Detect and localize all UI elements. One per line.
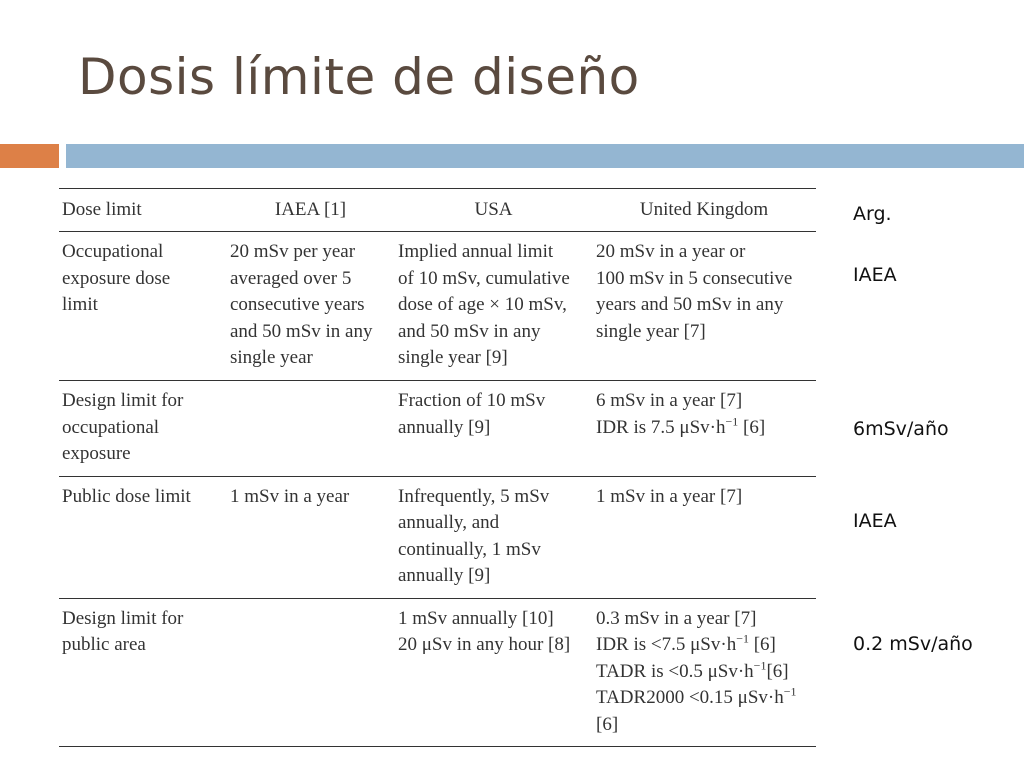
cell-line: annually [9] (398, 416, 491, 438)
cell-uk: 0.3 mSv in a year [7] IDR is <7.5 μSv·h−1… (593, 598, 816, 747)
dose-limit-table: Dose limit IAEA [1] USA United Kingdom O… (59, 188, 816, 747)
cell-line: of 10 mSv, cumulative (398, 267, 570, 289)
cell-line: IDR is <7.5 μSv·h−1 [6] (596, 631, 776, 655)
header-usa: USA (395, 188, 593, 232)
cell-line: Implied annual limit (398, 241, 554, 262)
side-note-iaea-2: IAEA (853, 510, 897, 532)
cell-line: annually [9] (398, 565, 491, 586)
cell-line: single year [7] (596, 320, 706, 342)
cell-line: annually, and (398, 512, 500, 533)
cell-line: public area (62, 634, 146, 655)
superscript-exponent: −1 (725, 414, 739, 429)
cell-iaea: 20 mSv per year averaged over 5 consecutiv… (227, 231, 395, 381)
accent-bar-blue (66, 144, 1024, 168)
table-header-row: Dose limit IAEA [1] USA United Kingdom (59, 188, 816, 232)
side-note-iaea-1: IAEA (853, 264, 897, 286)
cell-line: exposure dose (62, 267, 171, 289)
cell-usa: Implied annual limit of 10 mSv, cumulativ… (395, 231, 593, 381)
cell-line: TADR is <0.5 μSv·h−1[6] (596, 658, 789, 682)
cell-line: single year [9] (398, 347, 508, 368)
cell-line: Design limit for (62, 607, 184, 629)
cell-line: Fraction of 10 mSv (398, 390, 546, 411)
cell-line: 20 μSv in any hour [8] (398, 634, 571, 655)
cell-line: 1 mSv in a year [7] (596, 485, 743, 507)
cell-iaea (227, 380, 395, 477)
cell-iaea (227, 598, 395, 747)
cell-uk: 20 mSv in a year or 100 mSv in 5 consecut… (593, 231, 816, 381)
cell-usa: 1 mSv annually [10] 20 μSv in any hour [8… (395, 598, 593, 747)
cell-line: limit (62, 294, 98, 315)
table-row: Design limit for occupational exposure Frac… (59, 380, 816, 477)
cell-line: IDR is 7.5 μSv·h−1 [6] (596, 414, 766, 438)
superscript-exponent: −1 (736, 631, 749, 646)
cell-line: averaged over 5 (230, 267, 352, 289)
cell-line: 1 mSv in a year (230, 485, 350, 507)
cell-uk: 6 mSv in a year [7] IDR is 7.5 μSv·h−1 [6… (593, 380, 816, 477)
cell-line: 20 mSv in a year or (596, 241, 746, 262)
cell-line: single year (230, 347, 313, 368)
cell-line: years and 50 mSv in any (596, 294, 784, 315)
cell-usa: Infrequently, 5 mSv annually, and continua… (395, 476, 593, 599)
cell-line: Design limit for (62, 390, 184, 411)
cell-uk: 1 mSv in a year [7] (593, 476, 816, 599)
superscript-exponent: −1 (783, 684, 797, 699)
cell-line: TADR2000 <0.15 μSv·h−1 (596, 684, 797, 708)
table-body: Occupational exposure dose limit 20 mSv per… (59, 231, 816, 747)
cell-line: exposure (62, 443, 131, 464)
side-note-public-design: 0.2 mSv/año (853, 633, 973, 655)
cell-line: 6 mSv in a year [7] (596, 390, 743, 411)
slide-title: Dosis límite de diseño (78, 48, 640, 106)
cell-line: 100 mSv in 5 consecutive (596, 267, 793, 289)
accent-bar-orange (0, 144, 59, 168)
table-row: Public dose limit 1 mSv in a year Infreque… (59, 476, 816, 599)
cell-line: 20 mSv per year (230, 241, 356, 262)
cell-line: and 50 mSv in any (398, 320, 541, 342)
side-note-occupational-design: 6mSv/año (853, 418, 949, 440)
cell-dose-limit: Design limit for occupational exposure (59, 380, 227, 477)
table-row: Occupational exposure dose limit 20 mSv per… (59, 231, 816, 381)
header-dose-limit: Dose limit (59, 188, 227, 232)
cell-line: Public dose limit (62, 485, 191, 507)
side-note-arg: Arg. (853, 203, 892, 225)
cell-dose-limit: Design limit for public area (59, 598, 227, 747)
cell-line: continually, 1 mSv (398, 538, 541, 560)
cell-line: [6] (596, 713, 619, 735)
cell-dose-limit: Public dose limit (59, 476, 227, 599)
superscript-exponent: −1 (753, 658, 767, 673)
cell-iaea: 1 mSv in a year (227, 476, 395, 599)
cell-dose-limit: Occupational exposure dose limit (59, 231, 227, 381)
table-row: Design limit for public area 1 mSv annuall… (59, 598, 816, 747)
cell-line: Infrequently, 5 mSv (398, 485, 550, 507)
cell-line: occupational (62, 416, 160, 438)
header-iaea: IAEA [1] (227, 188, 395, 232)
cell-usa: Fraction of 10 mSv annually [9] (395, 380, 593, 477)
cell-line: 0.3 mSv in a year [7] (596, 607, 757, 629)
cell-line: and 50 mSv in any (230, 320, 373, 342)
header-uk: United Kingdom (593, 188, 816, 232)
cell-line: 1 mSv annually [10] (398, 607, 554, 629)
cell-line: Occupational (62, 241, 164, 262)
cell-line: dose of age × 10 mSv, (398, 294, 567, 315)
cell-line: consecutive years (230, 294, 365, 315)
